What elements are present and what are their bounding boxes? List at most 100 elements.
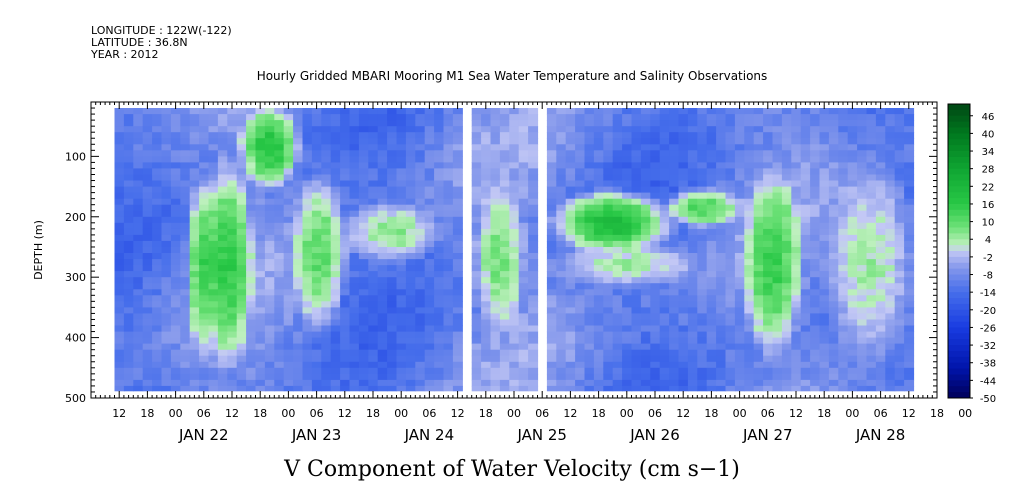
heatmap-cell xyxy=(387,349,398,357)
heatmap-cell xyxy=(471,373,482,381)
heatmap-cell xyxy=(293,313,304,320)
heatmap-cell xyxy=(612,234,623,242)
heatmap-cell xyxy=(875,355,886,363)
heatmap-cell xyxy=(612,240,623,248)
heatmap-cell xyxy=(838,132,849,139)
heatmap-cell xyxy=(631,222,642,230)
heatmap-cell xyxy=(217,367,228,375)
heatmap-cell xyxy=(875,331,886,339)
heatmap-cell xyxy=(857,265,868,272)
heatmap-cell xyxy=(828,271,839,278)
heatmap-cell xyxy=(208,343,219,351)
heatmap-cell xyxy=(236,156,247,163)
heatmap-cell xyxy=(687,355,698,363)
heatmap-cell xyxy=(161,301,172,308)
heatmap-cell xyxy=(622,120,633,127)
heatmap-cell xyxy=(264,367,275,375)
heatmap-cell xyxy=(509,174,520,182)
heatmap-cell xyxy=(274,271,285,278)
heatmap-cell xyxy=(443,343,454,351)
heatmap-cell xyxy=(415,343,426,351)
heatmap-cell xyxy=(828,114,839,121)
heatmap-cell xyxy=(302,222,313,230)
heatmap-cell xyxy=(217,144,228,151)
heatmap-cell xyxy=(828,222,839,230)
heatmap-cell xyxy=(509,331,520,339)
heatmap-cell xyxy=(885,385,896,392)
heatmap-cell xyxy=(293,222,304,230)
heatmap-cell xyxy=(866,271,877,278)
heatmap-cell xyxy=(612,126,623,133)
heatmap-cell xyxy=(189,132,200,139)
heatmap-cell xyxy=(170,204,181,212)
heatmap-cell xyxy=(791,325,802,333)
heatmap-cell xyxy=(800,228,811,236)
heatmap-cell xyxy=(669,247,680,254)
heatmap-cell xyxy=(772,174,783,182)
heatmap-cell xyxy=(622,162,633,169)
heatmap-cell xyxy=(142,355,153,363)
heatmap-cell xyxy=(377,385,388,392)
heatmap-cell xyxy=(650,120,661,127)
heatmap-cell xyxy=(697,192,708,200)
heatmap-cell xyxy=(217,271,228,278)
heatmap-cell xyxy=(875,156,886,163)
heatmap-cell xyxy=(716,204,727,212)
heatmap-cell xyxy=(584,289,595,296)
heatmap-cell xyxy=(152,210,163,218)
heatmap-cell xyxy=(208,126,219,133)
heatmap-cell xyxy=(283,325,294,333)
heatmap-cell xyxy=(415,216,426,224)
heatmap-cell xyxy=(678,210,689,218)
heatmap-cell xyxy=(302,325,313,333)
heatmap-cell xyxy=(546,301,557,308)
heatmap-cell xyxy=(340,349,351,357)
heatmap-cell xyxy=(481,108,492,115)
heatmap-cell xyxy=(763,271,774,278)
heatmap-cell xyxy=(377,289,388,296)
heatmap-cell xyxy=(828,234,839,242)
heatmap-cell xyxy=(217,361,228,369)
heatmap-cell xyxy=(133,385,144,392)
heatmap-cell xyxy=(744,186,755,194)
heatmap-cell xyxy=(170,259,181,266)
heatmap-cell xyxy=(810,222,821,230)
heatmap-cell xyxy=(396,126,407,133)
heatmap-cell xyxy=(528,108,539,115)
heatmap-cell xyxy=(857,343,868,351)
heatmap-cell xyxy=(311,126,322,133)
heatmap-cell xyxy=(546,132,557,139)
heatmap-cell xyxy=(264,114,275,121)
heatmap-cell xyxy=(152,108,163,115)
heatmap-cell xyxy=(293,192,304,200)
heatmap-cell xyxy=(368,355,379,363)
heatmap-cell xyxy=(631,210,642,218)
heatmap-cell xyxy=(706,337,717,345)
heatmap-cell xyxy=(396,337,407,345)
heatmap-cell xyxy=(452,373,463,381)
heatmap-cell xyxy=(593,337,604,345)
heatmap-cell xyxy=(133,373,144,381)
heatmap-cell xyxy=(274,216,285,224)
heatmap-cell xyxy=(894,114,905,121)
heatmap-cell xyxy=(170,265,181,272)
heatmap-cell xyxy=(904,126,915,133)
heatmap-cell xyxy=(781,349,792,357)
heatmap-cell xyxy=(114,307,125,314)
heatmap-cell xyxy=(114,240,125,248)
heatmap-cell xyxy=(415,379,426,387)
heatmap-cell xyxy=(866,313,877,320)
heatmap-cell xyxy=(791,283,802,290)
heatmap-cell xyxy=(264,222,275,230)
heatmap-cell xyxy=(330,379,341,387)
heatmap-cell xyxy=(697,108,708,115)
heatmap-cell xyxy=(415,361,426,369)
heatmap-cell xyxy=(368,228,379,236)
heatmap-cell xyxy=(763,108,774,115)
heatmap-cell xyxy=(857,277,868,284)
heatmap-cell xyxy=(396,325,407,333)
heatmap-cell xyxy=(791,247,802,254)
heatmap-cell xyxy=(283,222,294,230)
heatmap-cell xyxy=(772,265,783,272)
heatmap-cell xyxy=(697,150,708,157)
